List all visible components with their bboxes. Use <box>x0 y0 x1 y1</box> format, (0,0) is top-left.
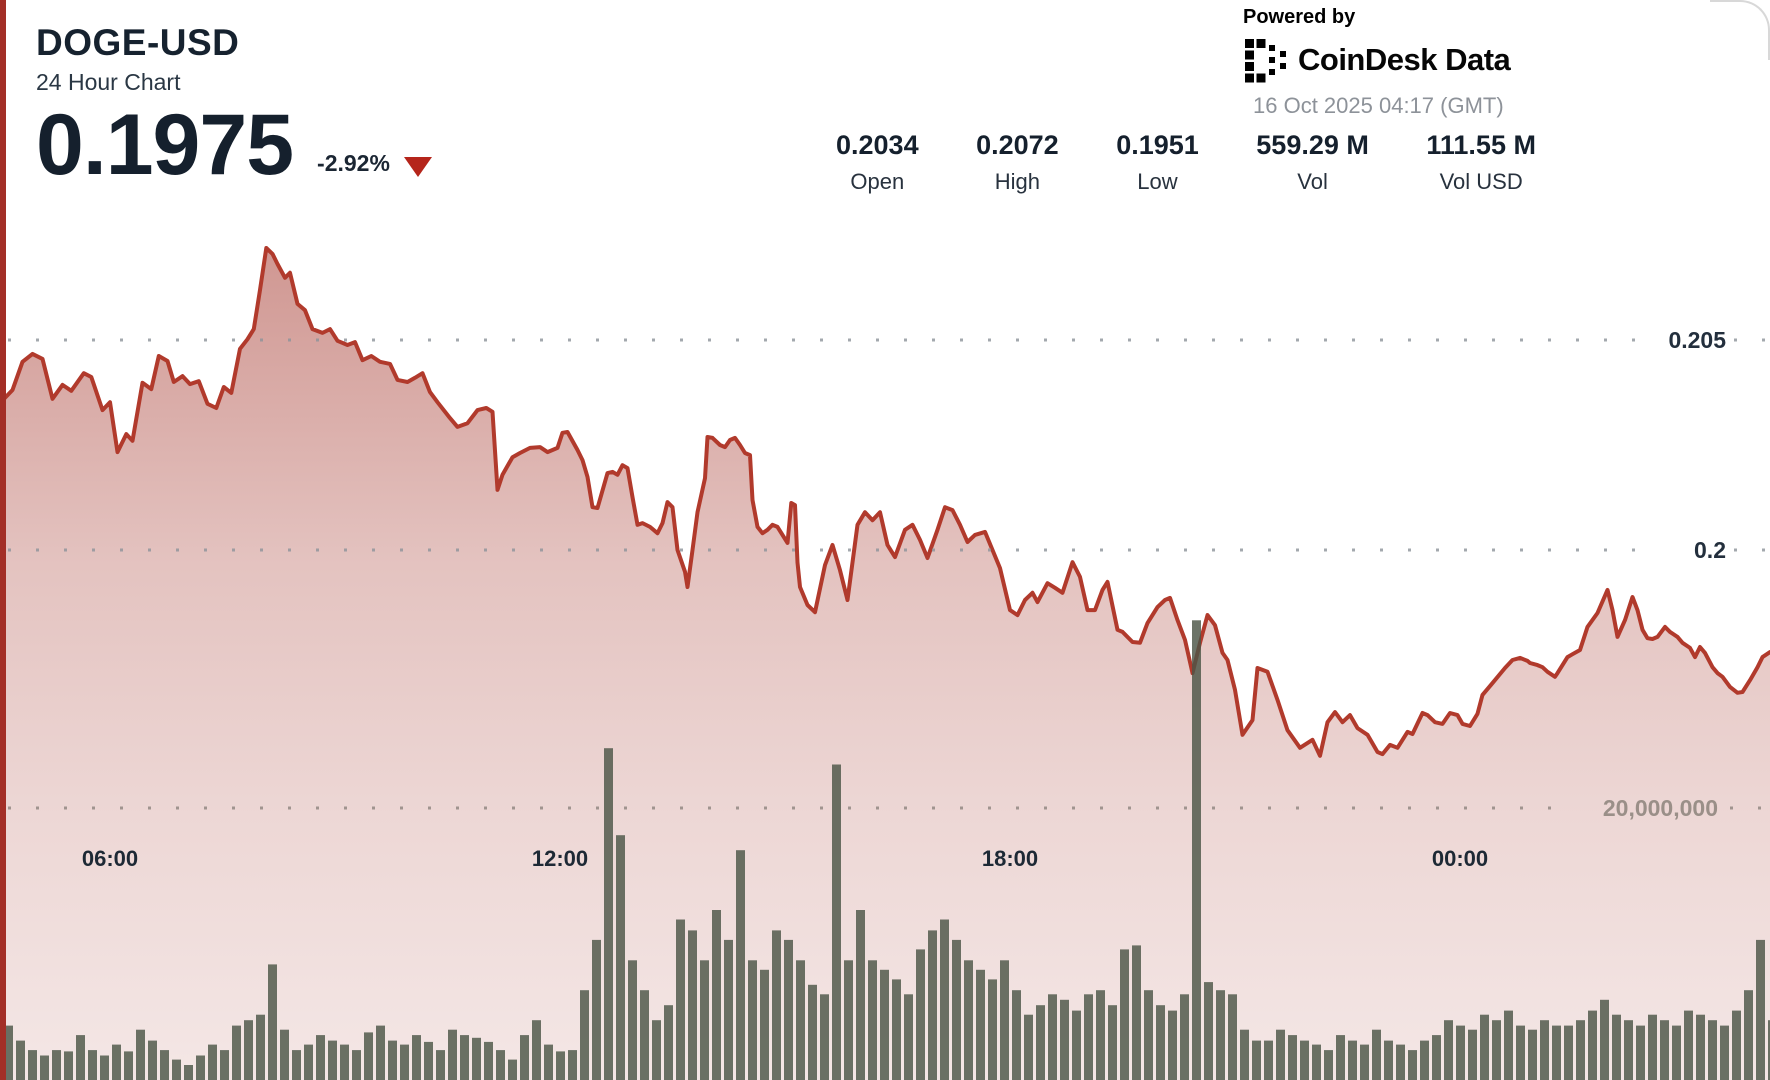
stat-open-label: Open <box>850 169 905 194</box>
card-rounded-corner <box>1710 0 1770 60</box>
stat-high-label: High <box>994 169 1041 194</box>
stat-open-value: 0.2034 <box>836 130 919 160</box>
svg-text:18:00: 18:00 <box>982 846 1038 871</box>
coindesk-logo-text: CoinDesk Data <box>1298 42 1511 77</box>
price-down-triangle-icon <box>403 157 432 178</box>
powered-by-label: Powered by <box>1243 6 1356 28</box>
svg-text:0.205: 0.205 <box>1668 327 1726 353</box>
svg-text:20,000,000: 20,000,000 <box>1603 795 1718 821</box>
svg-text:00:00: 00:00 <box>1432 846 1488 871</box>
stat-low-value: 0.1951 <box>1116 130 1199 160</box>
branding-block: Powered by CoinDesk Data 16 Oct 2025 04:… <box>1243 6 1543 119</box>
stat-high-value: 0.2072 <box>976 130 1059 160</box>
stat-vol-usd-label: Vol USD <box>1439 169 1523 194</box>
left-accent-bar <box>0 0 6 1080</box>
stat-vol-label: Vol <box>1297 169 1328 194</box>
ohlc-stats-row: 0.2034 Open 0.2072 High 0.1951 Low 559.2… <box>836 130 1536 195</box>
current-price: 0.1975 <box>36 97 294 193</box>
price-change-percent: -2.92% <box>317 150 390 177</box>
svg-text:06:00: 06:00 <box>82 846 138 871</box>
stat-vol-usd: 111.55 M Vol USD <box>1426 130 1536 195</box>
chart-subtitle: 24 Hour Chart <box>36 69 181 95</box>
stat-high: 0.2072 High <box>976 130 1059 195</box>
symbol-title: DOGE-USD <box>36 22 240 63</box>
stat-low-label: Low <box>1137 169 1178 194</box>
stat-vol-usd-value: 111.55 M <box>1426 130 1536 160</box>
stat-vol: 559.29 M Vol <box>1256 130 1369 195</box>
svg-text:0.2: 0.2 <box>1694 537 1726 563</box>
price-row: 0.1975 -2.92% <box>36 97 432 193</box>
chart-timestamp: 16 Oct 2025 04:17 (GMT) <box>1253 93 1504 118</box>
stat-low: 0.1951 Low <box>1116 130 1199 195</box>
svg-text:12:00: 12:00 <box>532 846 588 871</box>
coindesk-logo-icon <box>1245 39 1286 83</box>
coindesk-data-logo[interactable]: CoinDesk Data <box>1243 37 1543 83</box>
stat-open: 0.2034 Open <box>836 130 919 195</box>
stat-vol-value: 559.29 M <box>1256 130 1369 160</box>
chart-header: DOGE-USD 24 Hour Chart 0.1975 -2.92% <box>36 22 432 193</box>
